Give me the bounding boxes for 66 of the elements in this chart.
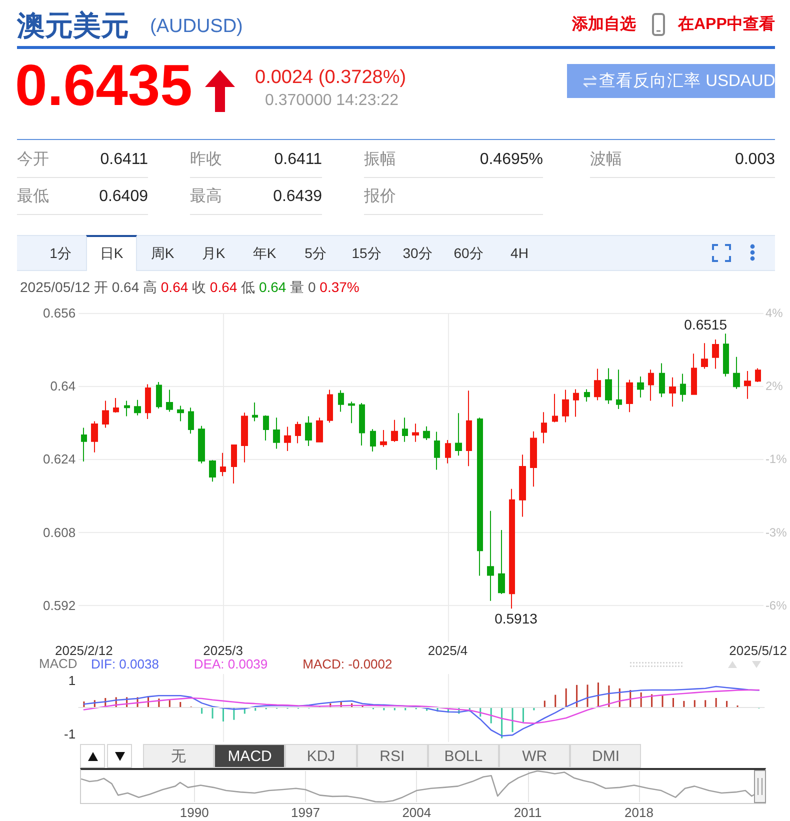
text: RSI xyxy=(380,748,405,764)
y-tick-label: 0.624 xyxy=(43,452,76,467)
text: 无 xyxy=(171,748,186,764)
y2-tick-label: 2% xyxy=(765,379,784,394)
text: 波幅 xyxy=(590,151,622,168)
y-tick-label: 0.608 xyxy=(43,524,76,540)
text: 0.6515 xyxy=(684,316,727,333)
text: 0.0024 (0.3728%) xyxy=(255,67,406,88)
text: 30分 xyxy=(402,245,432,261)
x-tick-label: 2011 xyxy=(514,805,542,820)
text: 15分 xyxy=(352,245,382,261)
text: 2025/05/12 开 0.64 高 0.64 收 0.64 低 0.64 量 0 0.37% xyxy=(20,279,360,295)
x-tick-label: 2018 xyxy=(624,805,654,820)
y-tick-label: 0.592 xyxy=(43,598,76,613)
chart-title: MACD xyxy=(39,656,78,671)
text: 添加自选 xyxy=(572,16,636,33)
y2-tick-label: -1% xyxy=(765,452,788,466)
y-tick-label: -1 xyxy=(64,726,76,742)
text: 0.5913 xyxy=(494,610,538,627)
series-label: DIF: 0.0038 xyxy=(91,656,159,672)
text: 报价 xyxy=(364,188,396,205)
text: (AUDUSD) xyxy=(150,16,243,37)
text: KDJ xyxy=(306,748,336,764)
text: 0.6439 xyxy=(273,188,322,205)
text: 4H xyxy=(510,245,528,261)
y2-tick-label: -3% xyxy=(765,525,788,540)
text: 最低 xyxy=(17,188,49,205)
y2-tick-label: 4% xyxy=(765,306,784,320)
text: 今开 xyxy=(17,151,49,168)
text: 0.6409 xyxy=(99,188,148,205)
x-tick-label: 1997 xyxy=(291,805,320,820)
x-tick-label: 2025/5/12 xyxy=(729,643,788,658)
text: 60分 xyxy=(454,245,484,261)
text: 0.6435 xyxy=(15,53,192,118)
text: BOLL xyxy=(444,748,483,764)
text: 0.6411 xyxy=(274,151,322,168)
y-tick-label: 0.656 xyxy=(43,306,76,320)
text: MACD xyxy=(228,748,272,764)
text: 查看反向汇率 USDAUD xyxy=(599,72,776,90)
x-tick-label: 2025/2/12 xyxy=(55,643,113,658)
y2-tick-label: -6% xyxy=(765,598,788,612)
x-tick-label: 2025/3 xyxy=(203,643,243,658)
text: DEA: 0.0039 xyxy=(194,656,268,672)
x-tick-label: 2025/4 xyxy=(428,643,468,658)
text: 最高 xyxy=(190,188,222,205)
text: 5分 xyxy=(304,245,326,261)
text: WR xyxy=(522,748,548,764)
text: 0.003 xyxy=(734,151,775,168)
y-tick-label: 0.64 xyxy=(50,378,76,394)
text: 昨收 xyxy=(190,151,222,168)
x-tick-label: 2004 xyxy=(402,805,432,820)
text: 振幅 xyxy=(364,151,396,168)
text: 日K xyxy=(100,245,124,261)
text: DMI xyxy=(592,748,620,764)
text: 月K xyxy=(202,245,226,261)
text: 0.370000 14:23:22 xyxy=(265,92,398,109)
text: 0.4695% xyxy=(480,151,543,168)
text: 周K xyxy=(150,245,174,261)
text: 在APP中查看 xyxy=(678,16,775,33)
y-tick-label: 1 xyxy=(68,673,76,688)
text: 0.6411 xyxy=(100,151,148,168)
text: MACD: -0.0002 xyxy=(302,656,392,672)
text: 1分 xyxy=(50,245,72,261)
text: 澳元美元 xyxy=(17,10,129,41)
x-tick-label: 1990 xyxy=(180,805,209,820)
text: 年K xyxy=(252,245,276,261)
